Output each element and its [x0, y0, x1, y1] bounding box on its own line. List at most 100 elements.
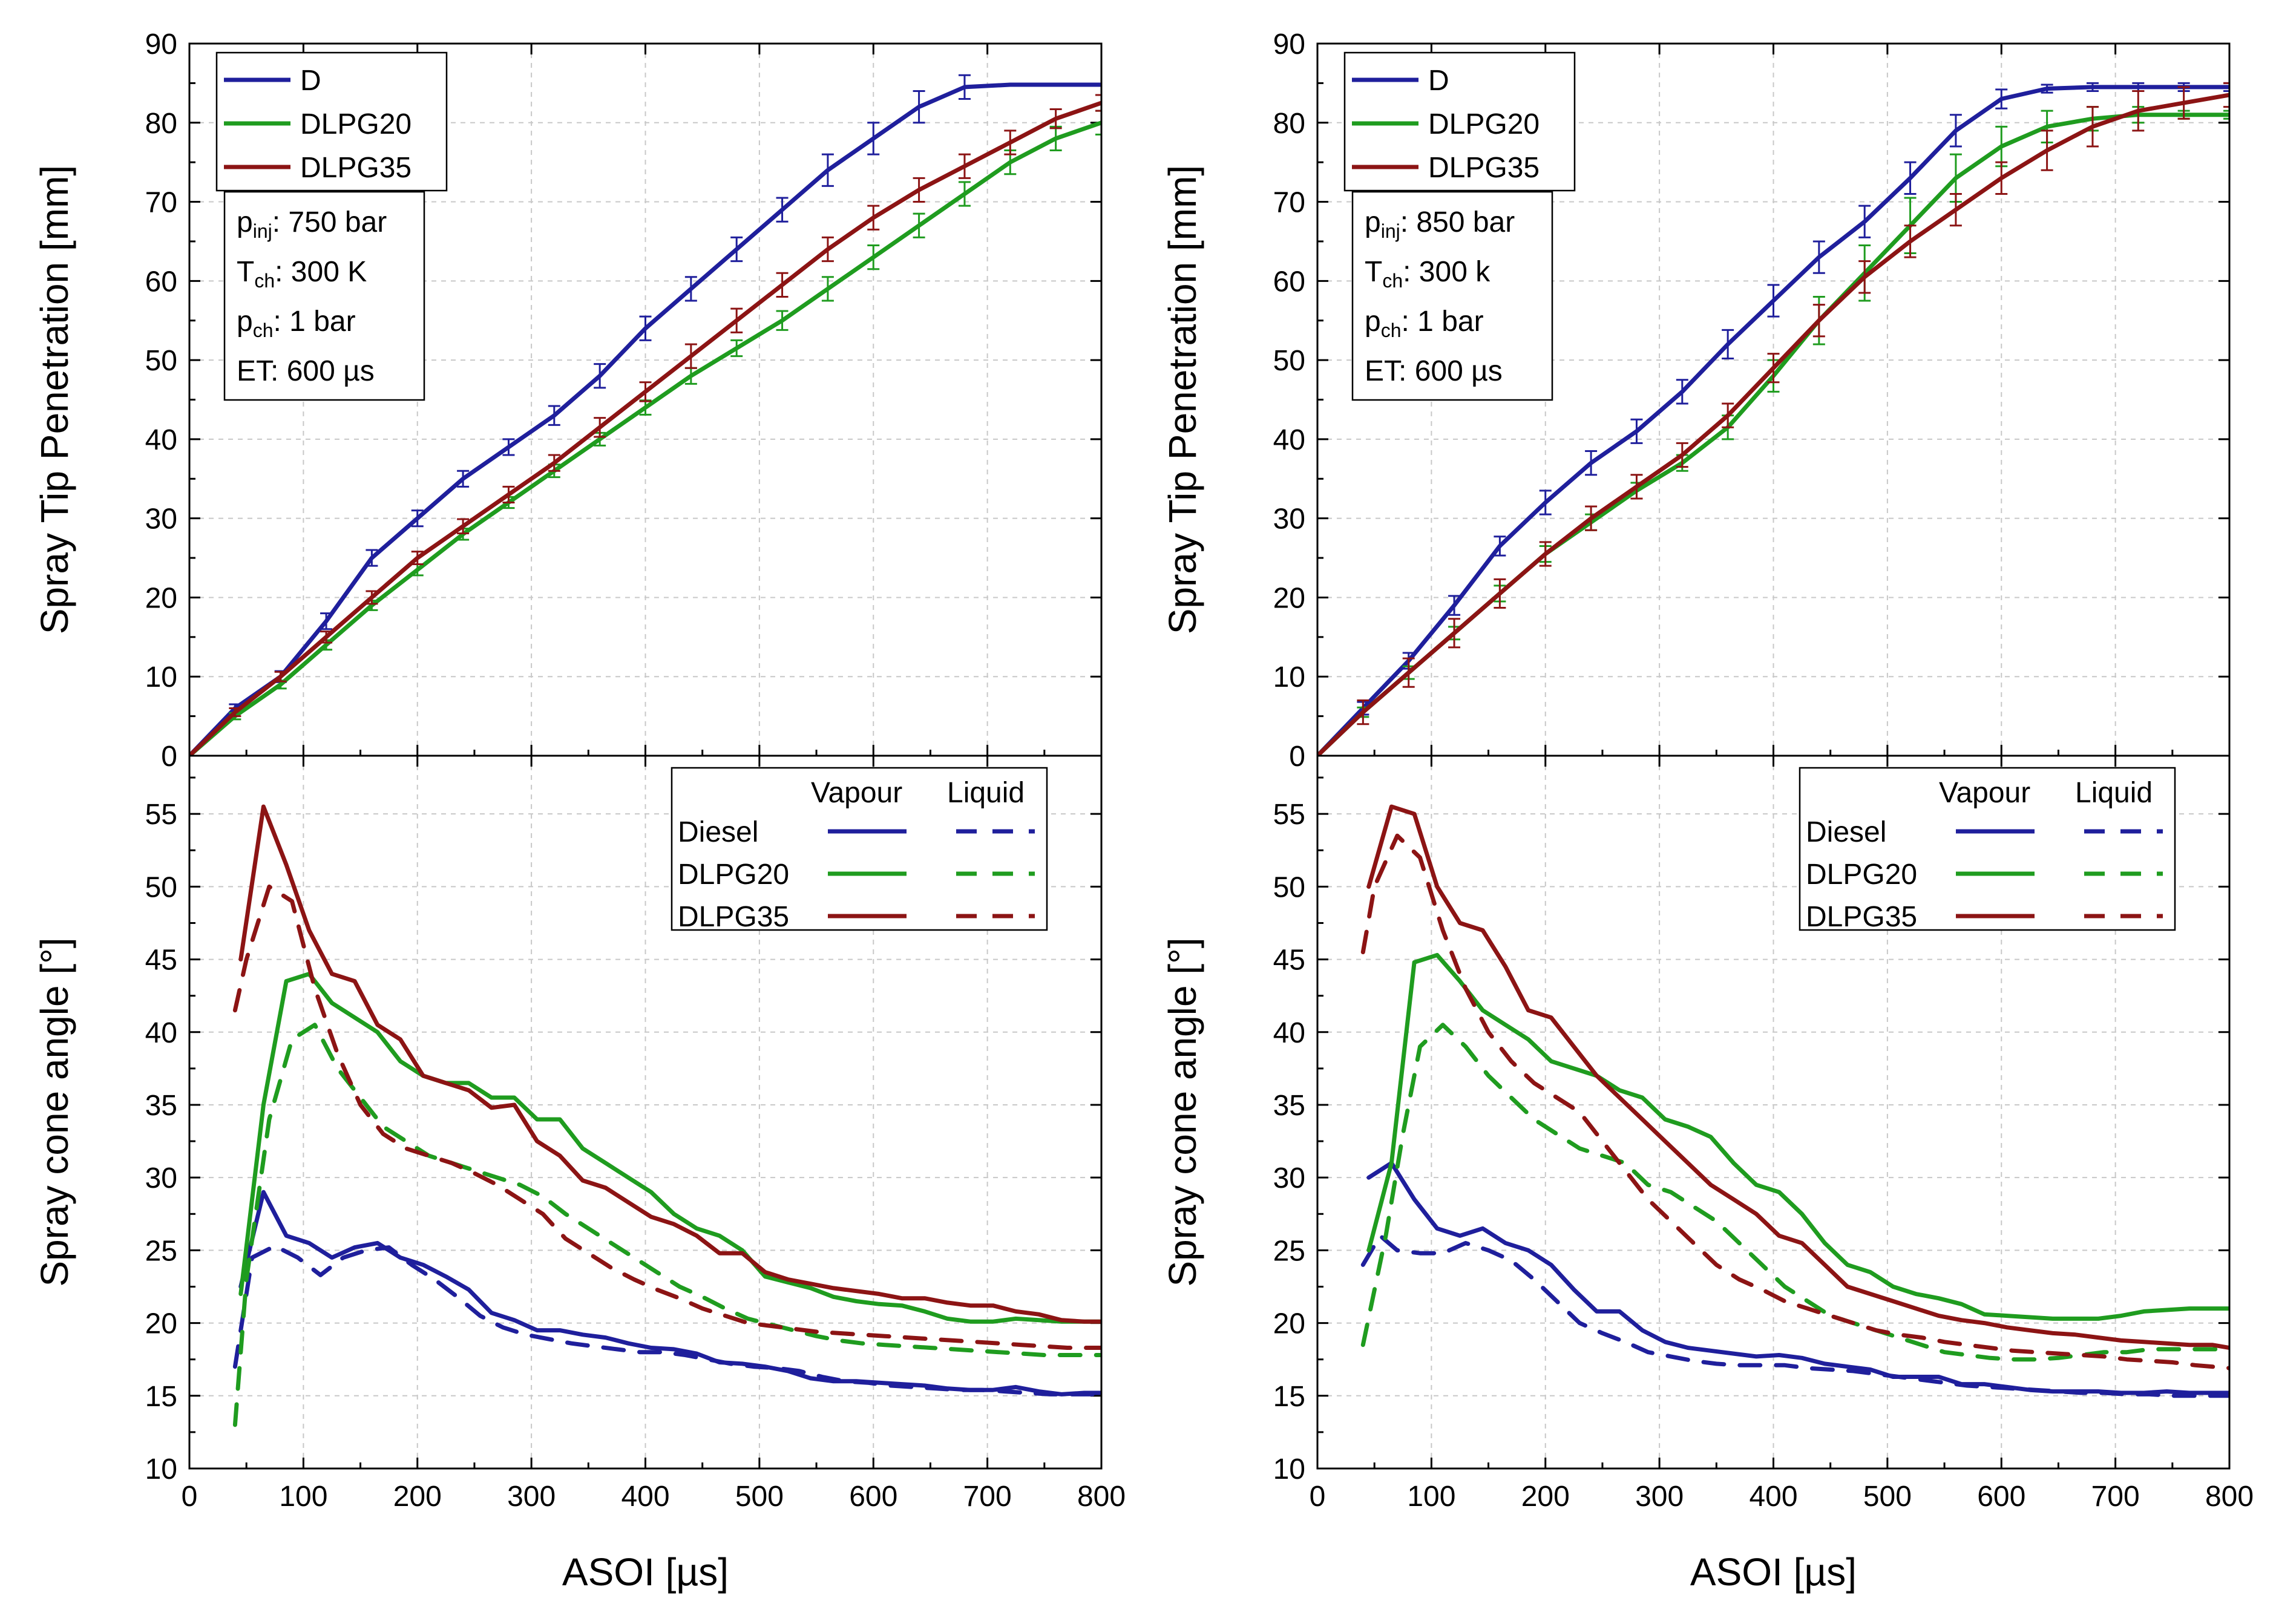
x-tick-label: 100	[279, 1481, 327, 1513]
y-tick-label: 30	[1273, 1162, 1305, 1194]
legend-label: DLPG35	[300, 152, 412, 184]
legend-header-vapour: Vapour	[1939, 777, 2030, 809]
left-penetration-chart: 0 10 20 30 40 50 60 70 80 90 Spray Tip Penetration…	[33, 28, 1103, 773]
series-group	[232, 804, 1101, 1427]
y-tick-label: 20	[1273, 582, 1305, 614]
conditions-box: pinj: 750 bar Tch: 300 K pch: 1 bar ET: 600…	[223, 191, 425, 401]
x-tick-label: 200	[393, 1481, 442, 1513]
x-tick-label: 700	[2091, 1481, 2140, 1513]
x-tick-label: 400	[621, 1481, 669, 1513]
condition-value: : 600 µs	[271, 355, 375, 387]
x-tick-label: 300	[1635, 1481, 1684, 1513]
condition-symbol: p	[237, 206, 253, 238]
y-tick-label: 20	[145, 582, 177, 614]
error-bars	[1357, 82, 2229, 725]
legend: Vapour Liquid Diesel DLPG20 DLPG35	[1799, 767, 2176, 933]
series-line-dlpg35-liquid	[1360, 833, 2229, 1370]
legend: D DLPG20 DLPG35	[1343, 51, 1576, 192]
condition-text: Tch: 300 K	[237, 256, 367, 292]
y-tick-label: 60	[145, 266, 177, 298]
plot-frame	[1316, 755, 2231, 1470]
condition-value: : 300 K	[275, 256, 367, 288]
condition-symbol: ET	[1365, 355, 1402, 387]
y-tick-label: 50	[1273, 345, 1305, 377]
legend-box	[671, 767, 1048, 931]
y-tick-label: 30	[145, 1162, 177, 1194]
left-cone-angle-chart: 0 100 200 300 400 500 600 700 800 10 15 20 25 30 35 40 4…	[33, 755, 1126, 1594]
y-tick-label: 25	[1273, 1235, 1305, 1267]
series-line-dlpg35-vapour	[1366, 804, 2229, 1350]
x-tick-label: 700	[963, 1481, 1012, 1513]
y-tick-label: 20	[145, 1308, 177, 1340]
series-group	[1360, 804, 2229, 1398]
condition-subscript: ch	[1381, 319, 1402, 341]
error-bars	[229, 94, 1101, 718]
series-line-dlpg20-liquid	[232, 1023, 1101, 1427]
x-axis-label: ASOI [µs]	[562, 1550, 729, 1594]
y-tick-label: 10	[145, 1453, 177, 1485]
series-line-dlpg35-vapour	[238, 804, 1101, 1324]
y-tick-label: 90	[145, 28, 177, 61]
y-tick-label: 30	[145, 503, 177, 535]
y-tick-label: 40	[1273, 424, 1305, 456]
right-cone-angle-chart: 0 100 200 300 400 500 600 700 800 10 15 20 25 30 35 40 4…	[1161, 755, 2254, 1594]
y-tick-label: 30	[1273, 503, 1305, 535]
series-line-dlpg35-liquid	[232, 884, 1101, 1350]
x-tick-label: 0	[1310, 1481, 1326, 1513]
y-tick-label: 50	[1273, 871, 1305, 903]
condition-text: ET: 600 µs	[237, 355, 375, 387]
x-tick-label: 0	[182, 1481, 198, 1513]
x-tick-label: 300	[507, 1481, 556, 1513]
legend-label: Diesel	[678, 816, 758, 848]
condition-subscript: ch	[1382, 270, 1403, 292]
y-axis-label: Spray cone angle [°]	[33, 937, 76, 1286]
y-tick-label: 0	[1289, 741, 1305, 773]
y-tick-label: 60	[1273, 266, 1305, 298]
x-tick-label: 400	[1749, 1481, 1797, 1513]
legend-label: DLPG35	[1428, 152, 1540, 184]
series-group	[189, 74, 1101, 756]
y-tick-label: 55	[145, 799, 177, 831]
condition-text: pch: 1 bar	[237, 306, 356, 341]
y-tick-label: 80	[1273, 108, 1305, 140]
y-tick-label: 70	[145, 187, 177, 219]
axis-ticks: 0 10 20 30 40 50 60 70 80 90	[145, 28, 1103, 773]
condition-text: pinj: 750 bar	[237, 206, 387, 242]
y-axis-label: Spray Tip Penetration [mm]	[33, 165, 76, 634]
legend-label: DLPG20	[1428, 108, 1540, 140]
gridlines	[189, 756, 1101, 1468]
x-tick-label: 800	[2205, 1481, 2254, 1513]
y-tick-label: 40	[145, 1017, 177, 1049]
y-axis-label: Spray cone angle [°]	[1161, 937, 1204, 1286]
y-tick-label: 15	[145, 1381, 177, 1413]
condition-symbol: p	[1365, 306, 1381, 338]
series-line-diesel-liquid	[1360, 1233, 2229, 1398]
legend-header-liquid: Liquid	[947, 777, 1025, 809]
condition-text: ET: 600 µs	[1365, 355, 1503, 387]
condition-symbol: ET	[237, 355, 274, 387]
condition-subscript: ch	[253, 319, 274, 341]
legend-label: DLPG20	[300, 108, 412, 140]
condition-symbol: T	[1365, 256, 1382, 288]
x-tick-label: 500	[1863, 1481, 1912, 1513]
legend: D DLPG20 DLPG35	[215, 51, 448, 192]
gridlines	[189, 44, 1101, 756]
series-line-dlpg20-vapour	[238, 972, 1101, 1324]
x-tick-label: 800	[1077, 1481, 1126, 1513]
legend-header-vapour: Vapour	[811, 777, 902, 809]
y-tick-label: 70	[1273, 187, 1305, 219]
axis-ticks: 0 10 20 30 40 50 60 70 80 90	[1273, 28, 2231, 773]
y-tick-label: 40	[145, 424, 177, 456]
legend-label: Diesel	[1806, 816, 1886, 848]
legend-label: D	[1428, 65, 1449, 97]
axis-ticks: 0 100 200 300 400 500 600 700 800 10 15 20 25 30 35 40 4…	[1273, 756, 2254, 1513]
legend-header-liquid: Liquid	[2075, 777, 2153, 809]
x-tick-label: 600	[1977, 1481, 2025, 1513]
y-tick-label: 25	[145, 1235, 177, 1267]
series-line-dlpg20-vapour	[1366, 952, 2229, 1321]
condition-value: : 300 k	[1403, 256, 1491, 288]
legend-box	[1799, 767, 2176, 931]
legend: Vapour Liquid Diesel DLPG20 DLPG35	[671, 767, 1048, 933]
y-tick-label: 40	[1273, 1017, 1305, 1049]
